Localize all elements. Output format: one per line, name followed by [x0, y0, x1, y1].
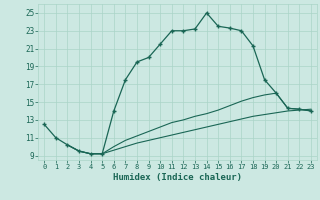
X-axis label: Humidex (Indice chaleur): Humidex (Indice chaleur): [113, 173, 242, 182]
